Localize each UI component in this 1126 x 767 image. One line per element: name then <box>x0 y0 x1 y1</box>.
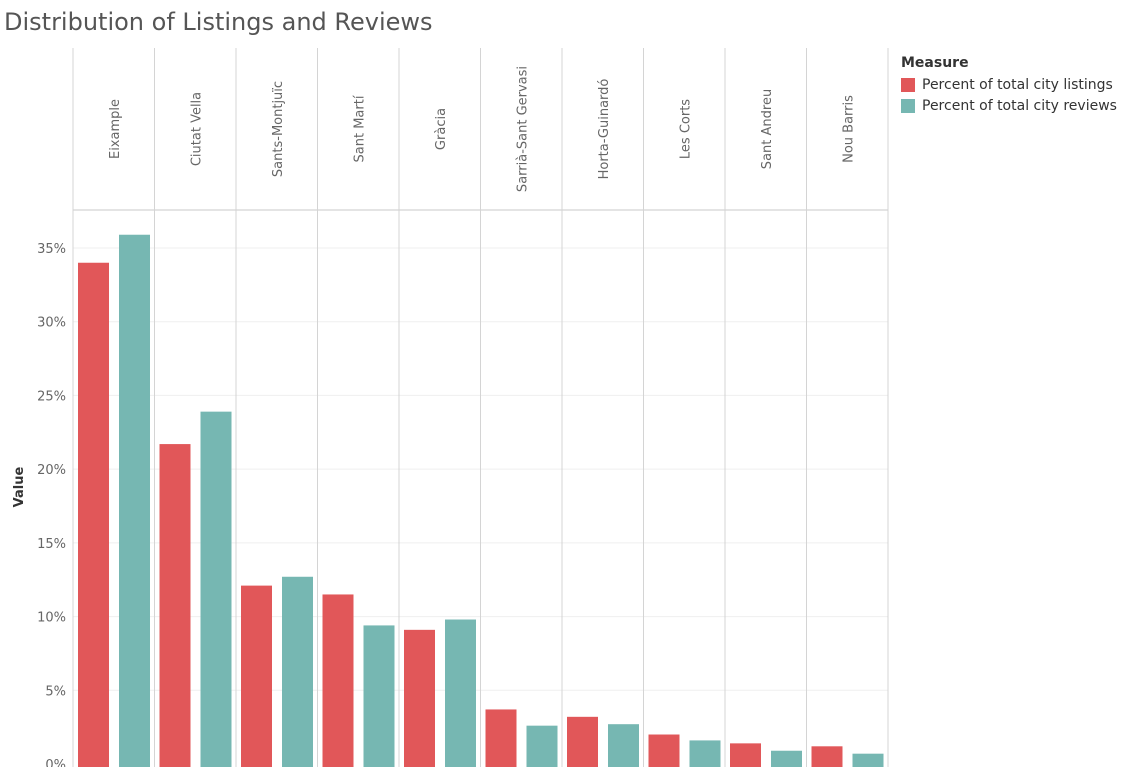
category-label: Horta-Guinardó <box>597 79 612 180</box>
legend-title: Measure <box>901 55 969 71</box>
bar-listings[interactable] <box>404 629 435 767</box>
category-label: Sants-Montjuïc <box>271 81 286 177</box>
bar-listings[interactable] <box>241 585 272 767</box>
y-tick-label: 25% <box>37 389 66 404</box>
category-label: Sant Martí <box>352 95 367 162</box>
category-label: Les Corts <box>678 99 693 159</box>
chart-title: Distribution of Listings and Reviews <box>4 8 433 36</box>
y-tick-label: 15% <box>37 537 66 552</box>
legend-item-reviews[interactable]: Percent of total city reviews <box>901 95 1117 116</box>
category-label: Sant Andreu <box>760 89 775 169</box>
legend: Measure Percent of total city listings P… <box>901 55 1117 116</box>
bar-listings[interactable] <box>648 734 680 767</box>
bar-listings[interactable] <box>567 716 598 767</box>
bar-reviews[interactable] <box>200 411 232 767</box>
category-label: Sarrià-Sant Gervasi <box>515 66 530 192</box>
bars-layer <box>78 234 884 767</box>
bar-listings[interactable] <box>78 262 109 767</box>
bar-reviews[interactable] <box>689 740 721 767</box>
bar-reviews[interactable] <box>852 753 884 767</box>
category-label: Ciutat Vella <box>189 92 204 166</box>
y-tick-label: 20% <box>37 463 66 478</box>
bar-listings[interactable] <box>322 594 354 767</box>
y-tick-label: 30% <box>37 316 66 331</box>
bar-listings[interactable] <box>730 743 761 767</box>
bar-reviews[interactable] <box>608 724 639 767</box>
legend-label-reviews: Percent of total city reviews <box>922 97 1117 114</box>
category-label: Eixample <box>108 99 123 159</box>
y-axis-title: Value <box>12 466 27 507</box>
bar-reviews[interactable] <box>526 725 558 767</box>
bar-listings[interactable] <box>485 709 517 767</box>
legend-item-listings[interactable]: Percent of total city listings <box>901 74 1117 95</box>
bar-listings[interactable] <box>159 444 191 767</box>
legend-label-listings: Percent of total city listings <box>922 76 1113 93</box>
y-tick-label: 0% <box>45 758 66 767</box>
bar-listings[interactable] <box>811 746 843 767</box>
bar-reviews[interactable] <box>119 234 150 767</box>
bar-reviews[interactable] <box>282 576 313 767</box>
bar-reviews[interactable] <box>771 750 802 767</box>
y-tick-label: 35% <box>37 242 66 257</box>
y-tick-label: 5% <box>45 684 66 699</box>
y-tick-label: 10% <box>37 611 66 626</box>
legend-swatch-reviews <box>901 98 915 113</box>
axis-layer: Eixample Ciutat Vella Sants-Montjuïc Sant M… <box>12 66 856 767</box>
category-label: Gràcia <box>434 108 449 150</box>
legend-swatch-listings <box>901 77 915 92</box>
category-label: Nou Barris <box>841 95 856 163</box>
bar-reviews[interactable] <box>363 625 395 767</box>
bar-reviews[interactable] <box>445 619 476 767</box>
